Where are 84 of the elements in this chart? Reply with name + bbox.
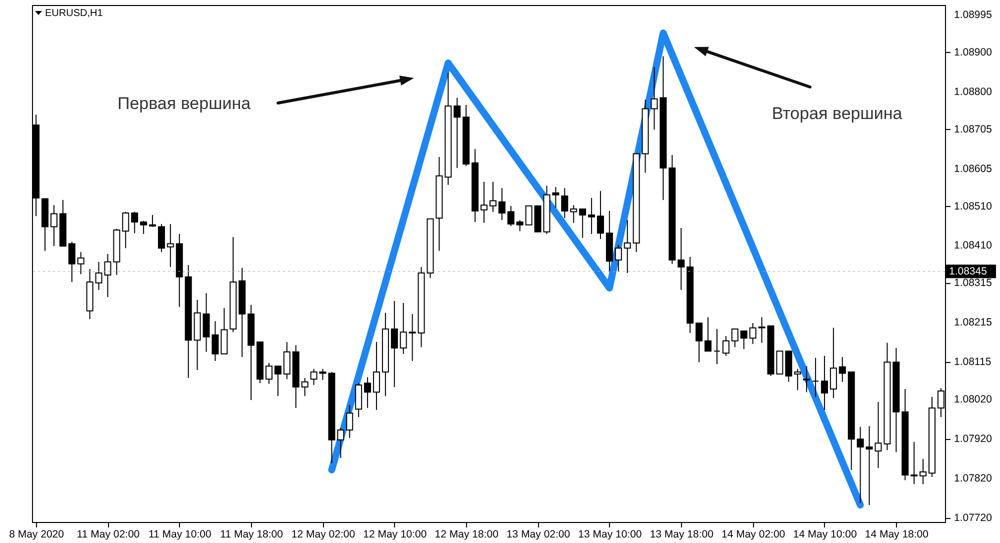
candlestick	[803, 366, 810, 393]
candlestick	[794, 368, 802, 391]
candlestick	[588, 197, 596, 234]
y-tick-label: 1.08115	[954, 356, 992, 368]
candlestick	[579, 208, 586, 238]
y-tick-label: 1.08315	[954, 277, 992, 290]
candlestick	[561, 188, 568, 219]
candlestick	[525, 205, 532, 226]
candlestick	[776, 350, 784, 375]
candlestick	[301, 377, 308, 397]
candlestick	[740, 330, 748, 350]
x-tick-label: 14 May 10:00	[793, 528, 857, 540]
y-tick-label: 1.08410	[954, 240, 992, 252]
x-tick-label: 12 May 10:00	[363, 528, 427, 540]
x-tick-label: 11 May 10:00	[148, 528, 212, 540]
candlestick	[749, 322, 756, 345]
candlestick	[856, 426, 864, 504]
x-tick-label: 13 May 18:00	[650, 528, 714, 540]
y-tick-label: 1.08900	[954, 46, 992, 58]
annotation: Первая вершина	[117, 94, 252, 113]
candlestick	[516, 220, 524, 232]
candlestick	[820, 355, 828, 410]
y-tick-label: 1.07720	[954, 512, 992, 524]
y-tick-label: 1.08995	[954, 8, 992, 21]
ref-line-label: 1.08345	[949, 265, 988, 278]
candlestick	[704, 316, 712, 352]
x-tick-label: 13 May 10:00	[578, 528, 642, 540]
candlestick	[614, 244, 622, 272]
x-tick-label: 12 May 18:00	[434, 528, 499, 540]
x-tick-label: 12 May 02:00	[291, 528, 356, 540]
candlestick	[265, 362, 272, 384]
candlestick	[283, 342, 290, 380]
candlestick	[346, 404, 354, 438]
candlestick	[149, 214, 156, 228]
y-tick-label: 1.08020	[954, 394, 992, 406]
candlestick	[570, 204, 578, 224]
candlestick	[68, 241, 76, 283]
candlestick	[373, 342, 380, 410]
chart-title: EURUSD,H1	[45, 8, 104, 19]
candlestick	[77, 252, 84, 275]
x-tick-label: 11 May 18:00	[220, 528, 284, 540]
candlestick	[812, 357, 820, 398]
candlestick	[166, 224, 174, 268]
x-tick-label: 13 May 02:00	[506, 528, 570, 540]
candlestick	[731, 328, 738, 348]
candlestick	[498, 188, 506, 221]
candlestick	[131, 211, 138, 234]
x-tick-label: 11 May 02:00	[76, 528, 140, 540]
candlestick	[920, 458, 927, 485]
y-tick-label: 1.08605	[954, 162, 992, 175]
candlestick	[552, 186, 560, 208]
y-tick-label: 1.08705	[954, 123, 992, 136]
annotation: Вторая вершина	[772, 104, 903, 123]
x-tick-label: 14 May 18:00	[864, 528, 929, 540]
candlestick	[624, 220, 631, 274]
candlestick	[713, 328, 720, 365]
x-tick-label: 14 May 02:00	[721, 528, 786, 540]
x-tick-label: 8 May 2020	[9, 528, 64, 540]
y-tick-label: 1.07920	[954, 433, 992, 446]
candlestick	[678, 227, 685, 290]
candlestick	[390, 300, 398, 388]
candlestick	[337, 428, 344, 459]
candlestick	[50, 204, 58, 247]
candlestick	[364, 376, 372, 408]
candlestick	[830, 327, 837, 399]
y-tick-label: 1.07820	[954, 472, 992, 485]
y-tick-label: 1.08800	[954, 86, 992, 98]
y-tick-label: 1.08215	[954, 316, 992, 329]
candlestick	[408, 314, 416, 362]
candlestick	[489, 181, 496, 212]
candlestick	[507, 205, 514, 227]
candlestick	[274, 366, 282, 397]
candlestick	[400, 302, 407, 354]
candlestick	[696, 322, 703, 363]
candlestick	[910, 441, 918, 485]
candlestick	[722, 336, 730, 356]
candlestick	[454, 97, 461, 168]
candlestick	[140, 220, 148, 234]
candlestick	[158, 224, 165, 253]
y-tick-label: 1.08510	[954, 200, 992, 212]
candlestick	[596, 190, 604, 240]
candlestick	[838, 356, 846, 382]
candlestick	[480, 181, 488, 224]
candlestick	[122, 211, 130, 249]
